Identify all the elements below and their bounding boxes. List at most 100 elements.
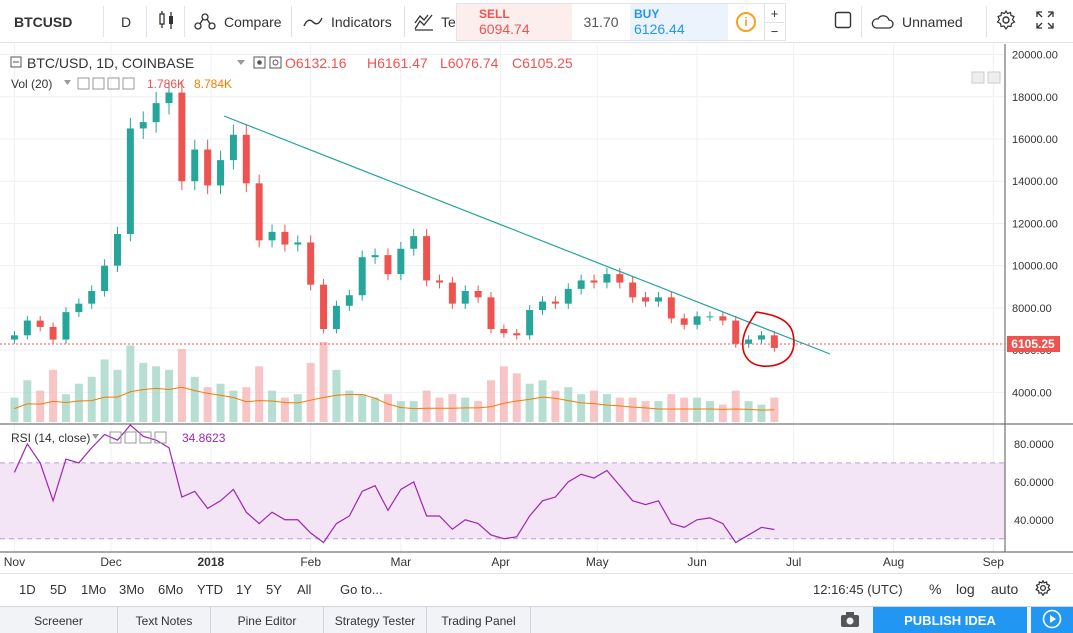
auto-scale-toggle[interactable]: auto bbox=[991, 581, 1019, 597]
collapse-icon[interactable] bbox=[10, 56, 22, 68]
candle-body bbox=[577, 280, 585, 289]
symbol-search[interactable]: BTCUSD bbox=[14, 13, 73, 30]
play-button[interactable] bbox=[1030, 607, 1073, 633]
volume-bar bbox=[319, 342, 328, 422]
toolbar-divider bbox=[146, 6, 147, 37]
candle-body bbox=[332, 305, 340, 329]
volume-bar bbox=[525, 383, 534, 422]
chevron-down-icon[interactable] bbox=[92, 434, 99, 439]
interval-button[interactable]: D bbox=[121, 13, 132, 30]
info-button[interactable]: i bbox=[728, 4, 764, 40]
candle-body bbox=[36, 320, 44, 327]
range-6mo[interactable]: 6Mo bbox=[158, 581, 184, 597]
templates-label: Te bbox=[441, 13, 456, 30]
candle-body bbox=[49, 326, 57, 340]
volume-bars bbox=[10, 342, 779, 422]
tab-screener[interactable]: Screener bbox=[0, 607, 118, 633]
minus-button[interactable]: − bbox=[765, 22, 784, 40]
footer-panel: Screener Text Notes Pine Editor Strategy… bbox=[0, 606, 1073, 633]
candle-body bbox=[113, 234, 121, 266]
log-scale-toggle[interactable]: log bbox=[956, 581, 975, 597]
candles-icon bbox=[158, 10, 176, 33]
volume-bar bbox=[590, 390, 599, 422]
gear-icon[interactable] bbox=[124, 431, 137, 444]
sell-button[interactable]: SELL 6094.74 bbox=[457, 4, 572, 40]
candle-body bbox=[513, 333, 521, 336]
layout-name-button[interactable]: Unnamed bbox=[870, 0, 963, 43]
range-5y[interactable]: 5Y bbox=[266, 581, 282, 597]
eye-icon[interactable] bbox=[109, 431, 122, 444]
publish-idea-button[interactable]: PUBLISH IDEA bbox=[873, 607, 1027, 633]
close-icon[interactable] bbox=[107, 77, 120, 90]
time-axis-tick-label: Aug bbox=[883, 555, 904, 569]
volume-bar bbox=[23, 380, 32, 422]
settings-button[interactable] bbox=[996, 0, 1016, 43]
tab-text-notes[interactable]: Text Notes bbox=[118, 607, 211, 633]
more-icon[interactable] bbox=[154, 431, 167, 444]
go-to-button[interactable]: Go to... bbox=[340, 581, 383, 597]
camera-icon bbox=[840, 612, 860, 632]
scroll-up-icon[interactable] bbox=[971, 71, 985, 84]
range-1y[interactable]: 1Y bbox=[236, 581, 252, 597]
volume-bar bbox=[36, 390, 45, 422]
candle-body bbox=[732, 320, 740, 344]
chevron-down-icon[interactable] bbox=[64, 80, 71, 85]
fullscreen-button[interactable] bbox=[1036, 0, 1054, 43]
candle-body bbox=[101, 265, 109, 291]
candle-body bbox=[307, 242, 315, 285]
gear-icon[interactable] bbox=[92, 77, 105, 90]
tab-strategy-tester[interactable]: Strategy Tester bbox=[324, 607, 427, 633]
range-ytd[interactable]: YTD bbox=[197, 581, 223, 597]
compare-button[interactable]: Compare bbox=[194, 0, 282, 43]
chart-canvas[interactable]: Nov Dec 2018 Feb Mar Apr May Jun Jul Aug Sep 4000.0… bbox=[0, 44, 1073, 573]
bottom-toolbar: 1D 5D 1Mo 3Mo 6Mo YTD 1Y 5Y All Go to...… bbox=[0, 573, 1073, 603]
rsi-line bbox=[13, 424, 775, 544]
close-value: C6105.25 bbox=[512, 55, 573, 71]
fullscreen-icon bbox=[1036, 11, 1054, 32]
snapshot-button[interactable] bbox=[840, 611, 860, 632]
range-1mo[interactable]: 1Mo bbox=[81, 581, 107, 597]
candle-body bbox=[10, 335, 18, 340]
volume-bar bbox=[564, 387, 573, 422]
candle-body bbox=[384, 255, 392, 275]
toolbar-divider bbox=[103, 6, 104, 37]
price-axis-tick-label: 12000.00 bbox=[1012, 218, 1058, 230]
more-icon[interactable] bbox=[122, 77, 135, 90]
layout-toggle-button[interactable] bbox=[834, 0, 852, 43]
annotation-circle[interactable] bbox=[741, 311, 795, 367]
close-icon[interactable] bbox=[139, 431, 152, 444]
templates-button[interactable]: Te bbox=[414, 0, 456, 43]
volume-bar bbox=[383, 394, 392, 422]
volume-bar bbox=[100, 359, 109, 422]
sell-price: 6094.74 bbox=[479, 21, 530, 37]
range-3mo[interactable]: 3Mo bbox=[119, 581, 145, 597]
chart-settings-button[interactable] bbox=[1035, 574, 1051, 604]
range-all[interactable]: All bbox=[297, 581, 312, 597]
toolbar-divider bbox=[291, 6, 292, 37]
candle-body bbox=[654, 297, 662, 302]
range-1d[interactable]: 1D bbox=[19, 581, 36, 597]
time-axis-tick-label: 2018 bbox=[198, 555, 225, 569]
range-5d[interactable]: 5D bbox=[50, 581, 67, 597]
plus-button[interactable]: + bbox=[770, 5, 779, 21]
candle-body bbox=[474, 291, 482, 298]
eye-icon[interactable] bbox=[253, 56, 266, 69]
candle-body bbox=[435, 280, 443, 283]
tab-pine-editor[interactable]: Pine Editor bbox=[211, 607, 324, 633]
chart-style-button[interactable] bbox=[158, 0, 176, 43]
indicators-button[interactable]: Indicators bbox=[303, 0, 392, 43]
volume-bar bbox=[628, 397, 637, 422]
gear-icon[interactable] bbox=[269, 56, 282, 69]
scroll-down-icon[interactable] bbox=[987, 71, 1001, 84]
trend-line-drawing[interactable] bbox=[223, 115, 831, 355]
candle-body bbox=[719, 316, 727, 321]
volume-bar bbox=[293, 394, 302, 422]
volume-bar bbox=[680, 397, 689, 422]
percent-scale-toggle[interactable]: % bbox=[929, 581, 942, 597]
eye-icon[interactable] bbox=[77, 77, 90, 90]
volume-bar bbox=[422, 390, 431, 422]
chevron-down-icon[interactable] bbox=[237, 60, 245, 65]
buy-button[interactable]: BUY 6126.44 bbox=[630, 4, 728, 40]
price-axis-tick-label: 14000.00 bbox=[1012, 176, 1058, 188]
tab-trading-panel[interactable]: Trading Panel bbox=[427, 607, 531, 633]
